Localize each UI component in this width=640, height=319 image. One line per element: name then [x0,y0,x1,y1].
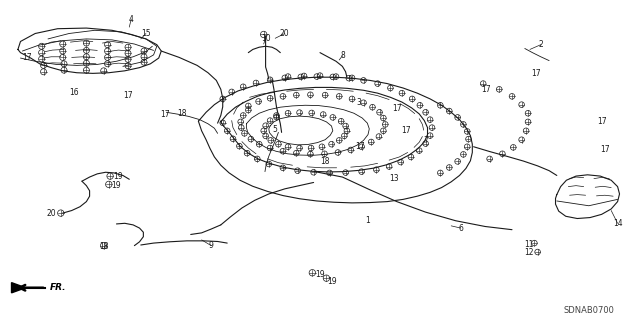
Text: 7: 7 [423,136,428,145]
Text: 17: 17 [481,85,492,94]
Text: 2: 2 [538,40,543,49]
Text: 19: 19 [315,270,325,279]
Text: 17: 17 [123,91,133,100]
Text: 20: 20 [280,29,290,38]
Text: 17: 17 [355,142,365,151]
Text: 14: 14 [612,219,623,228]
Text: 20: 20 [46,209,56,218]
Text: SDNAB0700: SDNAB0700 [564,306,614,315]
Text: 11: 11 [525,240,534,249]
Text: 19: 19 [326,277,337,286]
Text: 19: 19 [113,172,124,181]
Text: 17: 17 [392,104,402,113]
Text: 5: 5 [273,125,278,134]
Text: 9: 9 [209,241,214,250]
Text: 18: 18 [321,157,330,166]
Polygon shape [12,283,26,293]
Text: 13: 13 [388,174,399,183]
Text: 17: 17 [401,126,412,135]
Text: 3: 3 [356,98,361,107]
Text: 10: 10 [260,34,271,43]
Text: 4: 4 [129,15,134,24]
Text: 19: 19 [111,181,122,190]
Text: 18: 18 [100,242,109,251]
Text: 17: 17 [22,53,32,62]
Text: 17: 17 [600,145,610,154]
Text: 1: 1 [365,216,371,225]
Text: FR.: FR. [50,283,67,292]
Text: 16: 16 [68,88,79,97]
Text: 17: 17 [596,117,607,126]
Text: 6: 6 [458,224,463,233]
Text: 18: 18 [178,109,187,118]
Text: 15: 15 [141,29,151,38]
Text: 12: 12 [525,248,534,257]
Text: 8: 8 [340,51,345,60]
Text: 17: 17 [531,69,541,78]
Text: 17: 17 [160,110,170,119]
